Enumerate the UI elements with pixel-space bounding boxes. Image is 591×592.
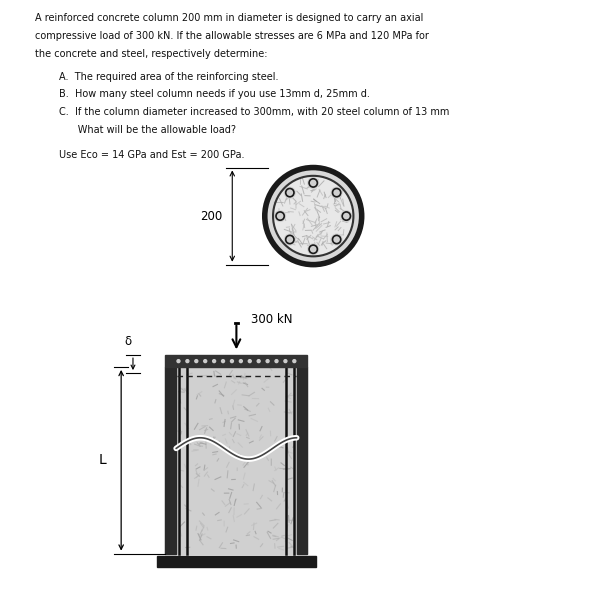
Circle shape xyxy=(275,360,278,362)
Text: What will be the allowable load?: What will be the allowable load? xyxy=(59,125,236,135)
Text: δ: δ xyxy=(125,335,132,348)
Circle shape xyxy=(308,244,319,255)
Circle shape xyxy=(195,360,198,362)
Text: the concrete and steel, respectively determine:: the concrete and steel, respectively det… xyxy=(35,49,268,59)
Circle shape xyxy=(265,168,362,265)
Circle shape xyxy=(341,211,352,221)
Circle shape xyxy=(332,234,342,245)
Bar xyxy=(165,367,307,554)
Text: 300 kN: 300 kN xyxy=(251,313,293,326)
Text: A.  The required area of the reinforcing steel.: A. The required area of the reinforcing … xyxy=(59,72,278,82)
Circle shape xyxy=(204,360,207,362)
Bar xyxy=(297,367,307,554)
Circle shape xyxy=(266,360,269,362)
Circle shape xyxy=(239,360,242,362)
Bar xyxy=(157,556,316,567)
Circle shape xyxy=(213,360,216,362)
Text: L: L xyxy=(98,453,106,467)
Bar xyxy=(165,367,176,554)
Bar xyxy=(165,355,307,367)
Text: C.  If the column diameter increased to 300mm, with 20 steel column of 13 mm: C. If the column diameter increased to 3… xyxy=(59,107,450,117)
Circle shape xyxy=(293,360,296,362)
Circle shape xyxy=(284,234,295,245)
Text: Use Eco = 14 GPa and Est = 200 GPa.: Use Eco = 14 GPa and Est = 200 GPa. xyxy=(59,150,245,160)
Text: A reinforced concrete column 200 mm in diameter is designed to carry an axial: A reinforced concrete column 200 mm in d… xyxy=(35,13,424,23)
Circle shape xyxy=(308,178,319,188)
Circle shape xyxy=(186,360,189,362)
Circle shape xyxy=(284,187,295,198)
Text: compressive load of 300 kN. If the allowable stresses are 6 MPa and 120 MPa for: compressive load of 300 kN. If the allow… xyxy=(35,31,429,41)
Circle shape xyxy=(257,360,260,362)
Circle shape xyxy=(177,360,180,362)
Circle shape xyxy=(230,360,233,362)
Text: 200: 200 xyxy=(200,210,223,223)
Circle shape xyxy=(222,360,225,362)
Circle shape xyxy=(248,360,251,362)
Circle shape xyxy=(273,176,353,256)
Text: B.  How many steel column needs if you use 13mm d, 25mm d.: B. How many steel column needs if you us… xyxy=(59,89,370,99)
Circle shape xyxy=(284,360,287,362)
Circle shape xyxy=(332,187,342,198)
Circle shape xyxy=(275,211,285,221)
